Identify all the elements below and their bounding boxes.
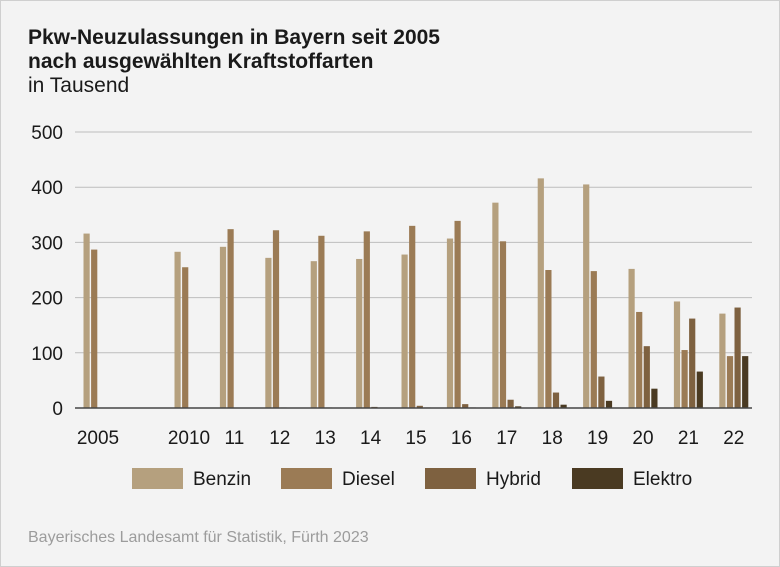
bar-benzin-20 <box>628 268 635 408</box>
chart-title-line-1: Pkw-Neuzulassungen in Bayern seit 2005 <box>28 26 440 49</box>
bar-benzin-22 <box>719 313 726 408</box>
y-tick-label: 200 <box>31 289 63 310</box>
chart-title-line-2: nach ausgewählten Kraftstoffarten <box>28 50 374 73</box>
chart-subtitle: in Tausend <box>28 74 130 97</box>
x-tick-label: 2010 <box>168 428 210 449</box>
x-tick-label: 2005 <box>77 428 119 449</box>
bar-diesel-16 <box>454 220 461 408</box>
bar-benzin-17 <box>492 202 499 408</box>
bar-elektro-18 <box>560 404 567 408</box>
legend-label-diesel: Diesel <box>342 469 395 490</box>
x-tick-label: 17 <box>496 428 517 449</box>
bar-benzin-14 <box>356 258 363 408</box>
bar-diesel-14 <box>363 231 370 408</box>
bar-benzin-13 <box>310 261 317 408</box>
bar-hybrid-22 <box>734 307 741 408</box>
x-tick-label: 14 <box>360 428 382 449</box>
bar-benzin-2005 <box>83 233 90 408</box>
bar-diesel-17 <box>499 241 507 408</box>
bar-benzin-11 <box>219 246 227 408</box>
bar-hybrid-19 <box>598 376 605 408</box>
bar-elektro-17 <box>515 406 522 408</box>
bar-benzin-16 <box>446 238 454 408</box>
bar-benzin-19 <box>583 184 590 408</box>
y-tick-label: 400 <box>31 178 63 199</box>
legend-swatch-elektro <box>572 468 623 489</box>
legend-swatch-diesel <box>281 468 332 489</box>
legend-label-benzin: Benzin <box>193 469 251 490</box>
y-tick-label: 100 <box>31 344 63 365</box>
x-tick-label: 21 <box>678 428 699 449</box>
x-tick-label: 11 <box>225 428 245 449</box>
y-tick-label: 500 <box>31 123 63 144</box>
bar-benzin-2010 <box>174 251 181 408</box>
bar-diesel-13 <box>318 235 325 408</box>
bar-diesel-20 <box>636 311 643 408</box>
bar-diesel-21 <box>681 350 688 408</box>
bar-hybrid-21 <box>689 318 696 408</box>
x-tick-label: 16 <box>451 428 472 449</box>
bar-benzin-18 <box>537 178 544 408</box>
x-tick-label: 19 <box>587 428 608 449</box>
bar-elektro-21 <box>696 371 703 408</box>
bar-diesel-19 <box>590 271 597 408</box>
bar-diesel-15 <box>409 225 416 408</box>
bar-hybrid-18 <box>552 392 560 408</box>
chart-title: Pkw-Neuzulassungen in Bayern seit 2005 n… <box>28 26 440 74</box>
bar-diesel-18 <box>545 270 552 408</box>
x-tick-label: 12 <box>269 428 290 449</box>
bar-hybrid-20 <box>643 346 650 408</box>
legend-swatch-hybrid <box>425 468 476 489</box>
x-tick-label: 18 <box>542 428 563 449</box>
bar-benzin-15 <box>401 254 408 408</box>
bar-benzin-21 <box>673 301 681 408</box>
legend-label-elektro: Elektro <box>633 469 692 490</box>
bar-diesel-22 <box>726 356 734 408</box>
bar-elektro-22 <box>742 356 749 408</box>
x-tick-label: 22 <box>723 428 744 449</box>
bar-diesel-2005 <box>91 249 98 408</box>
y-tick-label: 0 <box>52 399 63 420</box>
legend-label-hybrid: Hybrid <box>486 469 541 490</box>
y-tick-label: 300 <box>31 233 63 254</box>
bar-diesel-2010 <box>182 267 189 408</box>
bar-diesel-11 <box>227 229 234 408</box>
x-tick-label: 15 <box>405 428 426 449</box>
x-tick-label: 20 <box>632 428 653 449</box>
source-note: Bayerisches Landesamt für Statistik, Für… <box>28 529 369 546</box>
legend-swatch-benzin <box>132 468 183 489</box>
bar-diesel-12 <box>272 230 280 408</box>
bar-benzin-12 <box>265 257 272 408</box>
bar-hybrid-16 <box>462 404 469 408</box>
bar-elektro-19 <box>605 400 613 408</box>
bar-hybrid-17 <box>507 399 514 408</box>
bar-hybrid-15 <box>416 405 423 408</box>
bar-elektro-20 <box>651 388 658 408</box>
x-tick-label: 13 <box>315 428 336 449</box>
